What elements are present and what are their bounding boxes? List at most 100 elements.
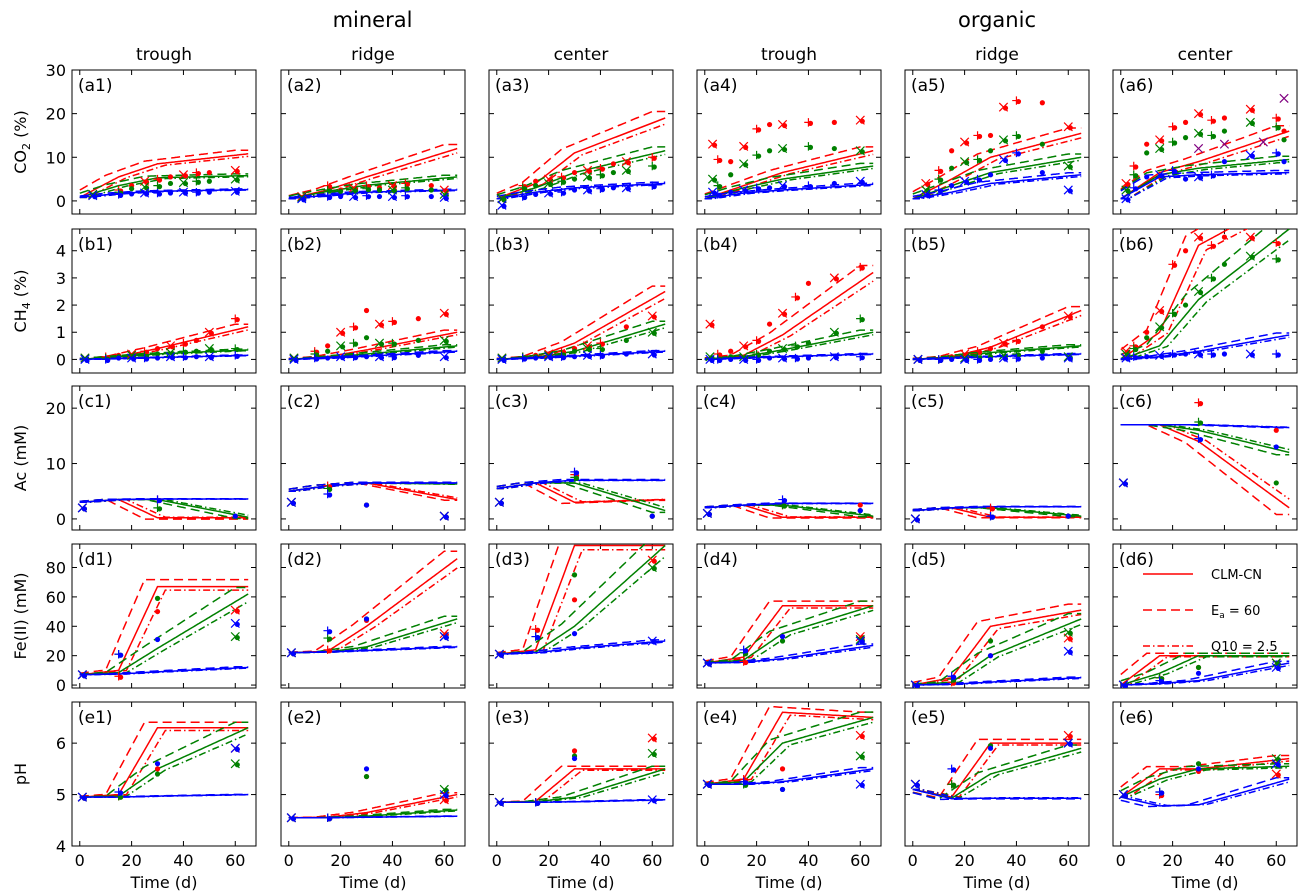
model-line-red-dashdot <box>496 482 666 503</box>
data-point <box>709 357 715 364</box>
model-line-green-solid <box>1120 424 1290 454</box>
model-line-green-dashdot <box>704 721 874 786</box>
data-point <box>651 565 657 572</box>
model-line-red-solid <box>912 609 1082 686</box>
model-line-red-solid <box>704 604 874 664</box>
model-line-blue-dashed <box>704 766 874 786</box>
panel-e2: 0 20 40 60 (e2) <box>280 701 466 870</box>
data-point <box>938 357 944 364</box>
model-line-green-dashdot <box>288 346 458 361</box>
data-point <box>1221 128 1228 134</box>
panel-label: (e5) <box>911 708 946 728</box>
data-point <box>234 762 240 768</box>
model-curves <box>1120 424 1290 516</box>
model-line-green-dashdot <box>1120 656 1290 686</box>
data-point <box>781 346 788 353</box>
data-point <box>859 149 865 155</box>
model-line-red-dashed <box>1120 229 1200 351</box>
model-line-red-dashdot <box>912 314 1082 361</box>
data-point <box>232 513 238 519</box>
data-point <box>1067 164 1073 170</box>
model-line-red-solid <box>496 768 666 804</box>
model-line-green-dashed <box>288 174 458 197</box>
data-point <box>623 324 629 330</box>
panel-frame <box>488 69 674 215</box>
data-point <box>1067 649 1073 655</box>
data-point <box>352 355 359 361</box>
model-line-blue-dashdot <box>912 677 1082 686</box>
data-point <box>1197 112 1204 118</box>
model-curves <box>912 127 1082 200</box>
data-point <box>169 344 176 350</box>
model-line-red-solid <box>704 271 874 361</box>
data-point <box>1015 352 1022 358</box>
model-line-red-solid <box>912 742 1082 798</box>
data-point <box>548 177 554 183</box>
data-point <box>443 355 449 361</box>
model-curves <box>496 478 666 514</box>
panel-label: (b4) <box>703 235 738 255</box>
model-line-red-solid <box>1120 229 1231 361</box>
model-line-red-dashdot <box>79 155 249 199</box>
data-point <box>833 276 839 282</box>
data-point <box>325 348 331 354</box>
data-point <box>1210 118 1217 124</box>
data-point <box>1133 173 1139 179</box>
observations <box>494 733 657 807</box>
model-curves <box>496 544 666 655</box>
data-point <box>1159 173 1165 179</box>
data-point <box>234 634 240 641</box>
data-point <box>234 353 240 359</box>
panel-label: (c2) <box>287 392 320 412</box>
model-line-green-dashed <box>704 711 874 785</box>
model-line-red-dashdot <box>496 297 666 361</box>
data-point <box>711 142 718 148</box>
data-point <box>1210 133 1217 140</box>
data-point <box>1159 146 1165 153</box>
panel-label: (a2) <box>287 76 322 96</box>
data-point <box>404 194 410 200</box>
observations <box>80 314 240 365</box>
data-point <box>1197 131 1204 137</box>
data-point <box>1125 356 1131 362</box>
model-line-green-dashed <box>704 600 874 663</box>
model-line-green-dashed <box>1120 155 1290 191</box>
data-point <box>327 816 333 822</box>
model-line-red-dashed <box>912 738 1082 799</box>
data-point <box>573 475 580 481</box>
data-point <box>599 341 606 347</box>
data-point <box>914 517 920 523</box>
data-point <box>154 771 161 777</box>
x-axis-label: Time (d) <box>755 873 823 892</box>
panel-e3: 0 20 40 60 (e3) <box>488 701 674 870</box>
x-tick-label: 0 <box>908 851 918 870</box>
data-point <box>951 782 957 788</box>
data-point <box>535 627 541 633</box>
model-line-green-dashdot <box>79 349 249 361</box>
data-point <box>1197 437 1204 443</box>
data-point <box>925 181 931 188</box>
data-point <box>964 179 970 185</box>
panel-frame <box>488 228 674 374</box>
model-line-green-dashed <box>912 612 1082 685</box>
observations <box>77 495 238 519</box>
panel-c5: (c5) <box>904 385 1090 531</box>
data-point <box>118 652 124 658</box>
data-point <box>1122 481 1128 487</box>
data-point <box>1067 356 1073 362</box>
data-point <box>857 508 863 514</box>
group-title-organic: organic <box>958 8 1036 32</box>
x-tick-label: 0 <box>75 851 85 870</box>
model-curves <box>704 146 874 200</box>
data-point <box>1182 176 1189 182</box>
observations <box>289 307 449 365</box>
data-point <box>964 357 970 364</box>
y-tick-label: 1 <box>56 323 66 342</box>
data-point <box>1197 420 1204 426</box>
data-point <box>651 330 657 336</box>
panel-a3: (a3) <box>488 69 674 215</box>
data-point <box>573 470 580 476</box>
panel-frame <box>696 701 882 847</box>
model-line-green-dashdot <box>1120 239 1290 361</box>
data-point <box>143 191 150 197</box>
